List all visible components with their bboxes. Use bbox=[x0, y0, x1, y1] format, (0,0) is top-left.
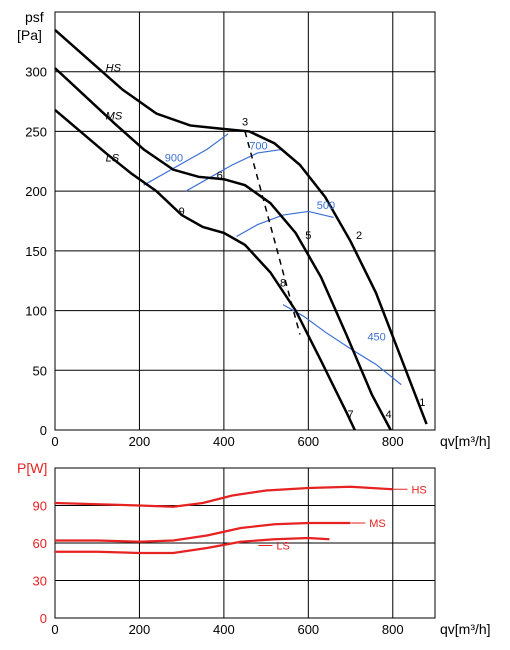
speed-label-LS: LS bbox=[106, 152, 120, 164]
top-y-tick: 300 bbox=[25, 65, 47, 80]
bottom-y-tick: 60 bbox=[33, 536, 47, 551]
rpm-label-500: 500 bbox=[317, 200, 335, 212]
bottom-x-tick: 800 bbox=[382, 622, 404, 637]
top-y-label-2: [Pa] bbox=[17, 27, 42, 43]
point-marker-2: 2 bbox=[356, 230, 362, 242]
top-y-tick: 100 bbox=[25, 304, 47, 319]
point-marker-6: 6 bbox=[217, 170, 223, 182]
bottom-y-tick: 0 bbox=[40, 611, 47, 626]
top-y-tick: 250 bbox=[25, 124, 47, 139]
rpm-curve-500 bbox=[237, 211, 334, 236]
rpm-label-450: 450 bbox=[367, 331, 385, 343]
bottom-x-tick: 400 bbox=[213, 622, 235, 637]
rpm-curve-450 bbox=[283, 305, 401, 385]
power-label-LS: LS bbox=[276, 541, 289, 553]
rpm-curve-700 bbox=[186, 149, 283, 191]
top-x-tick: 400 bbox=[213, 434, 235, 449]
bottom-x-label: qv[m³/h] bbox=[440, 621, 491, 637]
point-marker-8: 8 bbox=[280, 278, 286, 290]
top-x-tick: 0 bbox=[51, 434, 58, 449]
point-marker-9: 9 bbox=[179, 206, 185, 218]
pressure-curve-LS bbox=[55, 110, 355, 430]
bottom-y-tick: 30 bbox=[33, 574, 47, 589]
rpm-label-900: 900 bbox=[165, 152, 183, 164]
point-marker-7: 7 bbox=[347, 409, 353, 421]
bottom-x-tick: 600 bbox=[297, 622, 319, 637]
point-marker-4: 4 bbox=[385, 409, 391, 421]
bottom-x-tick: 0 bbox=[51, 622, 58, 637]
rpm-label-700: 700 bbox=[249, 140, 267, 152]
speed-label-HS: HS bbox=[106, 63, 122, 75]
point-marker-5: 5 bbox=[305, 230, 311, 242]
top-x-tick: 200 bbox=[129, 434, 151, 449]
top-x-tick: 600 bbox=[297, 434, 319, 449]
pressure-curve-HS bbox=[55, 30, 427, 424]
top-y-tick: 200 bbox=[25, 184, 47, 199]
bottom-y-label: P[W] bbox=[17, 460, 47, 476]
fan-performance-chart: 0200400600800050100150200250300psf[Pa]qv… bbox=[0, 0, 510, 650]
top-y-tick: 150 bbox=[25, 244, 47, 259]
point-marker-1: 1 bbox=[419, 397, 425, 409]
top-x-tick: 800 bbox=[382, 434, 404, 449]
top-y-label-1: psf bbox=[25, 9, 44, 25]
power-label-MS: MS bbox=[369, 518, 386, 530]
top-x-label: qv[m³/h] bbox=[440, 433, 491, 449]
point-marker-3: 3 bbox=[242, 116, 248, 128]
speed-label-MS: MS bbox=[106, 110, 123, 122]
bottom-x-tick: 200 bbox=[129, 622, 151, 637]
bottom-y-tick: 90 bbox=[33, 499, 47, 514]
power-label-HS: HS bbox=[411, 484, 426, 496]
top-y-tick: 50 bbox=[33, 363, 47, 378]
top-y-tick: 0 bbox=[40, 423, 47, 438]
